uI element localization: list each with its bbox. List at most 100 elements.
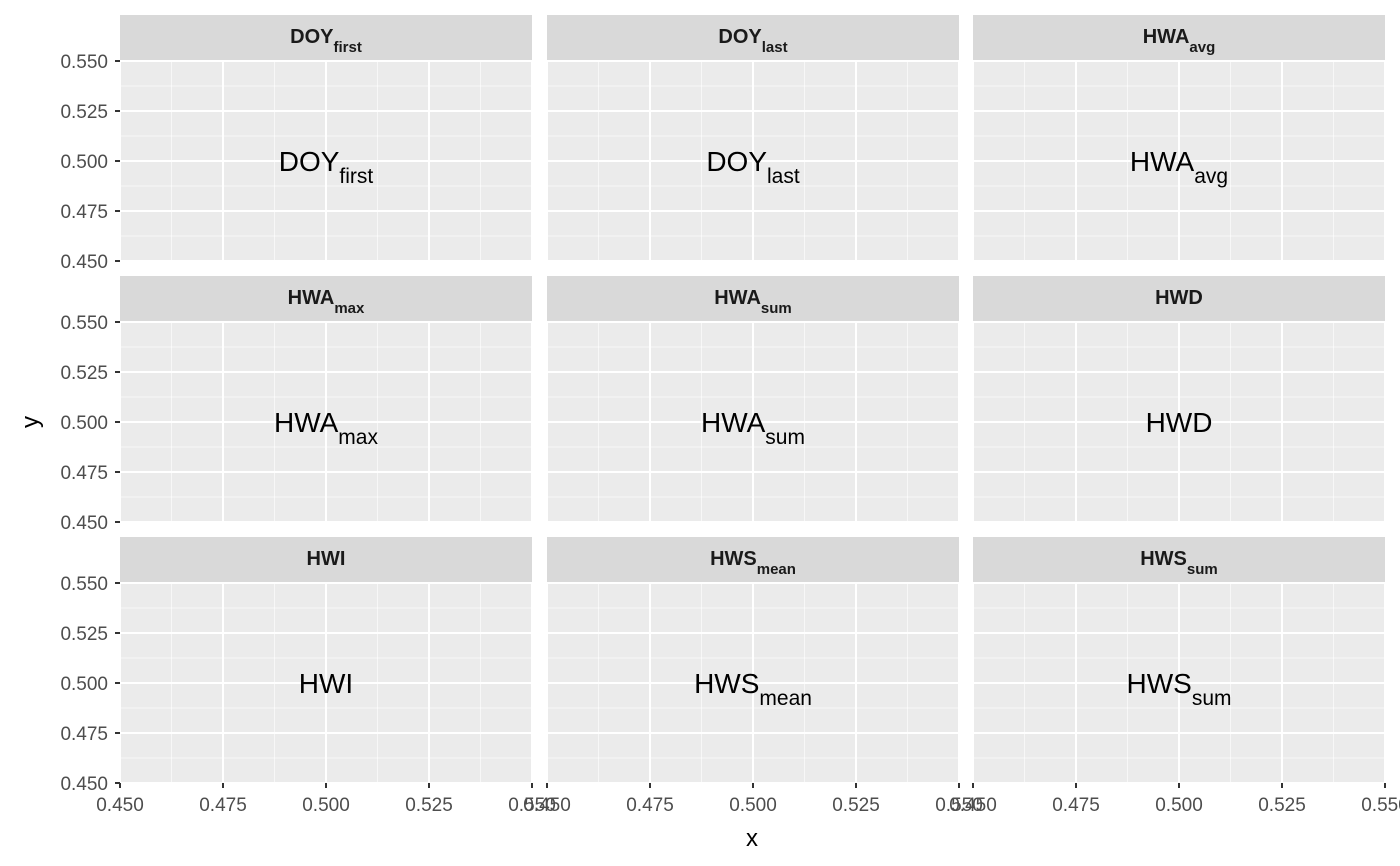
data-text-label: HWSsum [1126,668,1231,710]
y-tick-label: 0.500 [60,674,108,695]
facet-strip [120,15,532,61]
facet-strip [547,537,959,583]
label-base: HWA [274,407,339,438]
facet-strip-label: HWAmax [288,287,365,317]
facet-strip-label: DOYfirst [290,26,362,56]
x-tick-label: 0.475 [199,795,247,816]
label-base: DOY [279,146,340,177]
x-tick-label: 0.475 [626,795,674,816]
label-subscript: max [338,426,378,449]
y-tick-label: 0.450 [60,513,108,534]
y-tick-label: 0.500 [60,413,108,434]
label-subscript: sum [1192,687,1232,710]
data-text-label: DOYfirst [279,146,374,188]
facet-strip-label: HWSmean [710,548,796,578]
data-text-label: HWD [1146,407,1213,438]
label-subscript: mean [759,687,812,710]
label-base: HWS [1126,668,1191,699]
label-base: HWS [1140,548,1187,570]
facet-strip [547,276,959,322]
x-tick-label: 0.450 [523,795,571,816]
facet-strip [973,15,1385,61]
label-base: HWS [694,668,759,699]
x-tick-label: 0.550 [1361,795,1400,816]
y-tick-label: 0.525 [60,624,108,645]
label-base: DOY [290,26,334,48]
y-tick-label: 0.525 [60,102,108,123]
label-base: HWA [1143,26,1190,48]
label-base: HWA [701,407,766,438]
label-base: DOY [706,146,767,177]
label-subscript: max [334,300,365,317]
y-tick-label: 0.525 [60,363,108,384]
facet-panel: HWI HWI [119,537,533,784]
facet-panel: HWD HWD [972,276,1386,523]
data-text-label: HWSmean [694,668,812,710]
facet-strip [120,276,532,322]
label-base: HWA [288,287,335,309]
y-tick-label: 0.550 [60,313,108,334]
data-text-label: DOYlast [706,146,800,188]
label-base: HWI [307,548,346,570]
data-text-label: HWAavg [1130,146,1228,188]
facet-strip-label: HWD [1155,287,1203,309]
label-subscript: avg [1189,39,1215,56]
facet-strip-label: HWI [307,548,346,570]
data-text-label: HWI [299,668,353,699]
label-subscript: first [339,165,373,188]
label-base: HWA [1130,146,1195,177]
facet-strip-label: HWSsum [1140,548,1218,578]
x-axis-title: x [746,825,758,852]
x-tick-label: 0.450 [96,795,144,816]
x-tick-label: 0.525 [405,795,453,816]
y-tick-label: 0.475 [60,463,108,484]
label-subscript: sum [765,426,805,449]
facet-strip-label: HWAsum [714,287,792,317]
x-tick-label: 0.500 [1155,795,1203,816]
label-base: HWD [1155,287,1203,309]
y-tick-label: 0.450 [60,252,108,273]
y-tick-label: 0.450 [60,774,108,795]
facet-strip [120,537,532,583]
label-subscript: sum [1187,561,1218,578]
label-base: HWA [714,287,761,309]
x-tick-label: 0.525 [832,795,880,816]
x-tick-label: 0.550 [508,795,556,816]
data-text-label: HWAmax [274,407,378,449]
label-subscript: avg [1194,165,1228,188]
label-subscript: last [762,39,788,56]
axes-layer: 0.4500.4750.5000.5250.5500.4500.4750.500… [60,52,1400,816]
facet-strip-label: DOYlast [718,26,787,56]
x-tick-label: 0.550 [935,795,983,816]
panels-layer: DOYfirstDOYfirstDOYlastDOYlastHWAavgHWAa… [119,15,1386,784]
y-tick-label: 0.550 [60,574,108,595]
label-subscript: mean [757,561,796,578]
label-base: HWS [710,548,757,570]
label-base: HWD [1146,407,1213,438]
label-base: HWI [299,668,353,699]
data-text-label: HWAsum [701,407,805,449]
x-tick-label: 0.450 [949,795,997,816]
facet-strip [547,15,959,61]
x-tick-label: 0.525 [1258,795,1306,816]
facet-strip-label: HWAavg [1143,26,1216,56]
x-tick-label: 0.475 [1052,795,1100,816]
label-base: DOY [718,26,762,48]
facet-strip [973,537,1385,583]
x-tick-label: 0.500 [729,795,777,816]
y-tick-label: 0.475 [60,202,108,223]
y-tick-label: 0.500 [60,152,108,173]
label-subscript: sum [761,300,792,317]
y-tick-label: 0.475 [60,724,108,745]
y-tick-label: 0.550 [60,52,108,73]
label-subscript: last [767,165,800,188]
x-tick-label: 0.500 [302,795,350,816]
